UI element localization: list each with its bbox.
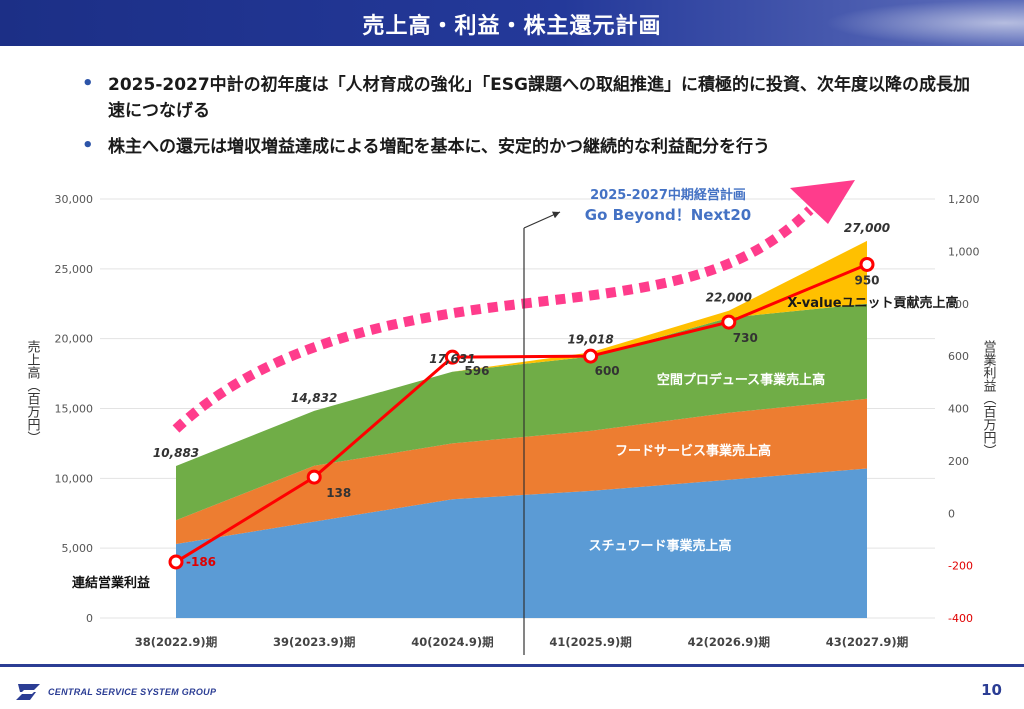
series-label: 空間プロデュース事業売上高 bbox=[657, 372, 825, 388]
y2-tick-label: 800 bbox=[948, 298, 969, 311]
profit-label: 950 bbox=[854, 273, 879, 287]
operating-profit-line bbox=[168, 256, 875, 570]
y2-tick-label: 0 bbox=[948, 507, 955, 520]
footer-divider bbox=[0, 664, 1024, 667]
total-label: 19,018 bbox=[567, 332, 613, 346]
total-label: 14,832 bbox=[291, 391, 337, 405]
profit-label: 730 bbox=[733, 331, 758, 345]
area-3 bbox=[176, 303, 867, 521]
y-axis-title: 売上高（百万円） bbox=[25, 339, 41, 444]
header-glow bbox=[824, 0, 1024, 46]
chart-axes: 0 5,000 10,000 15,000 20,000 25,000 30,000 -400… bbox=[25, 193, 997, 649]
profit-point bbox=[306, 469, 322, 485]
profit-label: 596 bbox=[464, 364, 489, 378]
company-logo: CENTRAL SERVICE SYSTEM GROUP bbox=[14, 682, 216, 702]
trend-curve bbox=[172, 206, 814, 433]
profit-label: 138 bbox=[326, 486, 351, 500]
growth-trend-arrow bbox=[172, 180, 855, 433]
profit-point bbox=[583, 348, 599, 364]
series-label: フードサービス事業売上高 bbox=[615, 443, 771, 459]
profit-series-label: 連結営業利益 bbox=[72, 575, 150, 591]
profit-label: 600 bbox=[595, 364, 620, 378]
y2-tick-label: -400 bbox=[948, 612, 973, 625]
y2-axis-title: 営業利益（百万円） bbox=[981, 340, 997, 457]
profit-label: -186 bbox=[186, 555, 216, 569]
x-tick-label: 39(2023.9)期 bbox=[273, 635, 355, 649]
total-label: 22,000 bbox=[706, 291, 752, 305]
x-tick-label: 42(2026.9)期 bbox=[688, 635, 770, 649]
y-tick-label: 15,000 bbox=[55, 403, 94, 416]
x-tick-label: 41(2025.9)期 bbox=[549, 635, 631, 649]
plan-callout-line1: 2025-2027中期経営計画 bbox=[590, 187, 746, 203]
bullet-list: • 2025-2027中計の初年度は「人材育成の強化」「ESG課題への取組推進」… bbox=[78, 72, 978, 170]
x-tick-label: 38(2022.9)期 bbox=[135, 635, 217, 649]
header-bar: 売上高・利益・株主還元計画 bbox=[0, 0, 1024, 46]
y-tick-label: 25,000 bbox=[55, 263, 94, 276]
total-label: 10,883 bbox=[153, 446, 199, 460]
profit-path bbox=[175, 263, 868, 564]
bullet-dot: • bbox=[82, 73, 94, 94]
bullet-item: • 株主への還元は増収増益達成による増配を基本に、安定的かつ継続的な利益配分を行… bbox=[78, 134, 978, 160]
series-label: スチュワード事業売上高 bbox=[588, 538, 731, 554]
total-label: 17,631 bbox=[429, 352, 475, 366]
total-label: 27,000 bbox=[844, 221, 890, 235]
profit-point bbox=[859, 256, 875, 272]
bullet-text: 2025-2027中計の初年度は「人材育成の強化」「ESG課題への取組推進」に積… bbox=[108, 75, 970, 121]
bullet-dot: • bbox=[82, 135, 94, 156]
plan-pointer bbox=[523, 211, 561, 229]
area-1 bbox=[176, 468, 867, 618]
x-tick-label: 40(2024.9)期 bbox=[411, 635, 493, 649]
sales-profit-chart: 2025-2027中期経営計画 Go Beyond！Next20 スチュワード事… bbox=[25, 180, 997, 655]
plan-callout-line2: Go Beyond！Next20 bbox=[585, 206, 751, 224]
y-tick-label: 20,000 bbox=[55, 333, 94, 346]
series-label: X-valueユニット貢献売上高 bbox=[787, 295, 958, 311]
y2-tick-label: 1,200 bbox=[948, 193, 980, 206]
csg-logo-icon bbox=[16, 684, 40, 700]
page-title: 売上高・利益・株主還元計画 bbox=[362, 14, 662, 39]
y2-tick-label: 400 bbox=[948, 403, 969, 416]
x-tick-label: 43(2027.9)期 bbox=[826, 635, 908, 649]
y2-tick-label: 600 bbox=[948, 350, 969, 363]
profit-point bbox=[721, 314, 737, 330]
chart-labels: スチュワード事業売上高 フードサービス事業売上高 空間プロデュース事業売上高 X-va… bbox=[72, 221, 959, 591]
trend-arrowhead bbox=[790, 180, 855, 224]
profit-point bbox=[168, 554, 184, 570]
plan-callout: 2025-2027中期経営計画 Go Beyond！Next20 bbox=[523, 187, 751, 655]
bullet-text: 株主への還元は増収増益達成による増配を基本に、安定的かつ継続的な利益配分を行う bbox=[108, 137, 770, 157]
bullet-item: • 2025-2027中計の初年度は「人材育成の強化」「ESG課題への取組推進」… bbox=[78, 72, 978, 124]
y-tick-label: 10,000 bbox=[55, 472, 94, 485]
company-name: CENTRAL SERVICE SYSTEM GROUP bbox=[48, 687, 217, 697]
y-tick-label: 30,000 bbox=[55, 193, 94, 206]
y2-tick-label: 1,000 bbox=[948, 245, 980, 258]
y-tick-label: 0 bbox=[86, 612, 93, 625]
profit-point bbox=[444, 349, 460, 365]
y2-tick-label: -200 bbox=[948, 560, 973, 573]
page-number: 10 bbox=[981, 681, 1002, 699]
y2-tick-label: 200 bbox=[948, 455, 969, 468]
area-series bbox=[176, 240, 867, 618]
y-tick-label: 5,000 bbox=[62, 542, 94, 555]
area-2 bbox=[176, 398, 867, 544]
